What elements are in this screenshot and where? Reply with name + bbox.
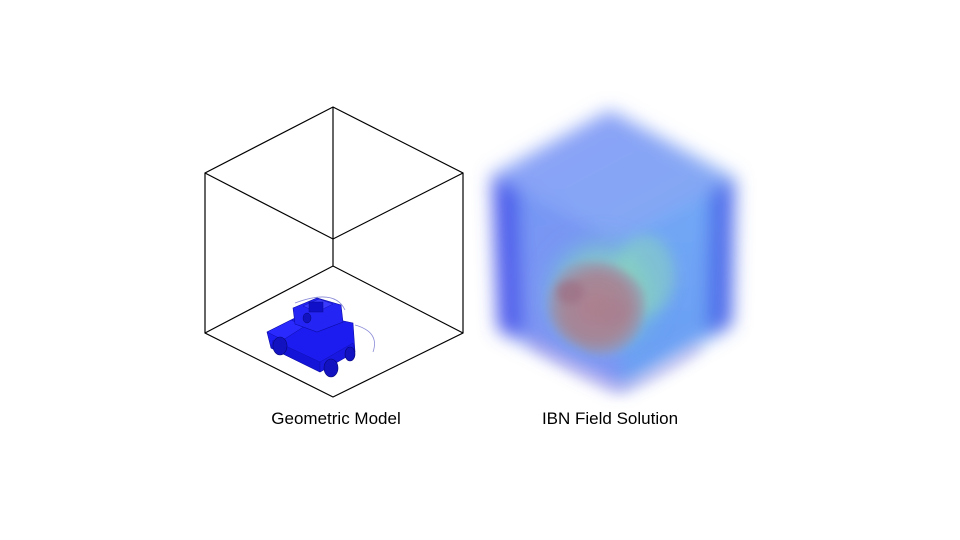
wireframe-cube — [204, 106, 464, 398]
cube-floor-back-edges — [204, 265, 464, 334]
geometric-model-panel — [195, 100, 475, 400]
cube-top-edges — [204, 172, 464, 240]
geometric-model-caption: Geometric Model — [271, 409, 401, 428]
wireframe-cube-diagram — [204, 106, 464, 398]
field-solution-panel — [470, 100, 760, 400]
field-solution-caption: IBN Field Solution — [541, 409, 679, 428]
field-solution-render — [492, 110, 735, 394]
vehicle-model — [266, 296, 375, 378]
field-core-object — [548, 261, 646, 355]
